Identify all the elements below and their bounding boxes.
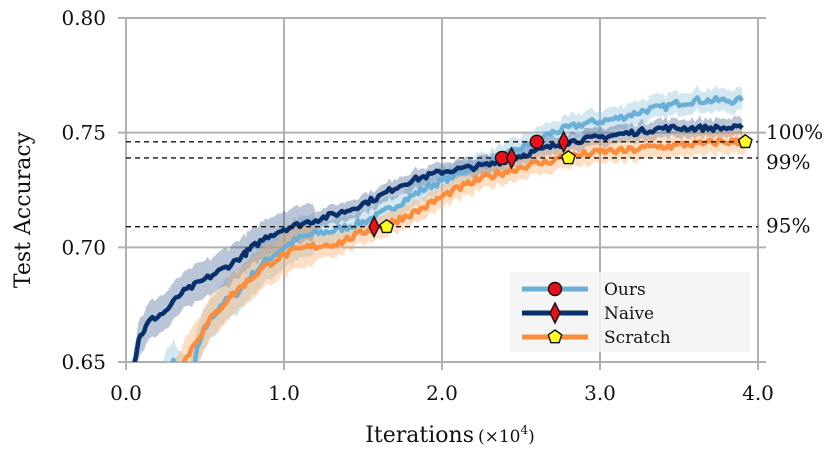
y-tick-label-1: 0.70 <box>61 235 106 259</box>
marker-naive-0 <box>368 215 380 239</box>
ref-label-2: 95% <box>766 214 810 238</box>
x-tick-labels: 0.0 1.0 2.0 3.0 4.0 <box>110 381 774 405</box>
band-ours <box>162 85 743 362</box>
x-tick-label-3: 3.0 <box>584 381 616 405</box>
band-naive <box>131 115 743 362</box>
marker-scratch-1 <box>560 150 576 165</box>
x-tick-label-1: 1.0 <box>268 381 300 405</box>
series-markers <box>368 130 753 239</box>
marker-scratch-2 <box>737 133 753 149</box>
legend-label-naive: Naive <box>604 304 654 324</box>
x-axis-title: Iterations (×104) <box>365 423 535 448</box>
y-tick-label-3: 0.80 <box>61 6 106 30</box>
legend-marker-scratch <box>547 329 563 344</box>
series-line-scratch <box>181 137 748 362</box>
reference-lines: 100% 99% 95% <box>126 120 823 238</box>
y-tick-label-2: 0.75 <box>61 121 106 145</box>
marker-naive-2 <box>557 130 570 154</box>
x-tick-label-4: 4.0 <box>742 381 774 405</box>
legend-label-ours: Ours <box>604 280 646 300</box>
legend-label-scratch: Scratch <box>604 328 671 348</box>
marker-ours-1 <box>529 134 544 150</box>
x-tick-label-2: 2.0 <box>426 381 458 405</box>
y-tick-labels: 0.65 0.70 0.75 0.80 <box>61 6 106 374</box>
x-axis-label: Iterations <box>365 423 474 448</box>
x-axis-unit: (×10 <box>478 427 521 447</box>
x-tick-label-0: 0.0 <box>110 381 142 405</box>
marker-scratch-0 <box>379 218 395 234</box>
x-axis-exponent: 4 <box>521 423 529 437</box>
legend-marker-ours <box>547 281 563 297</box>
ref-label-1: 99% <box>766 150 810 174</box>
legend: Ours Naive Scratch <box>510 272 750 352</box>
ref-label-0: 100% <box>766 120 823 144</box>
marker-naive-1 <box>505 146 518 170</box>
legend-marker-naive <box>549 301 561 325</box>
y-axis-title: Test Accuracy <box>11 131 36 288</box>
series-lines <box>132 94 748 362</box>
y-tick-label-0: 0.65 <box>61 350 106 374</box>
series-line-naive <box>132 123 744 362</box>
x-axis-unit-close: ) <box>528 427 535 447</box>
grid <box>118 17 766 370</box>
